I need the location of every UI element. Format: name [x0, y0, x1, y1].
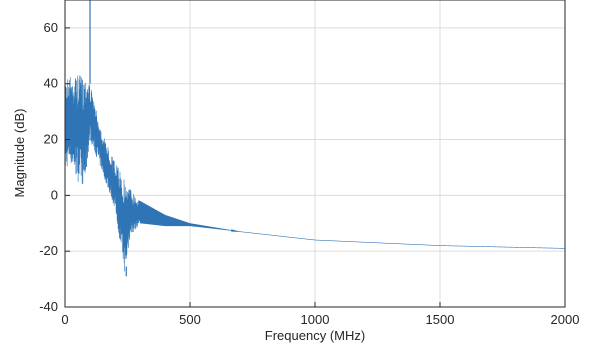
x-tick-label: 500: [179, 312, 201, 327]
x-tick-label: 0: [61, 312, 68, 327]
y-tick-labels: -40 -20 0 20 40 60: [39, 20, 58, 314]
x-tick-labels: 0 500 1000 1500 2000: [61, 312, 579, 327]
y-axis-label: Magnitude (dB): [12, 109, 27, 198]
x-tick-label: 1000: [301, 312, 330, 327]
x-tick-label: 1500: [426, 312, 455, 327]
y-tick-label: 20: [44, 132, 58, 147]
y-tick-label: -20: [39, 243, 58, 258]
y-tick-label: 0: [51, 187, 58, 202]
y-tick-label: 60: [44, 20, 58, 35]
y-tick-label: -40: [39, 299, 58, 314]
signal-series: [64, 0, 565, 277]
grid: [65, 0, 565, 307]
x-axis-label: Frequency (MHz): [265, 328, 365, 343]
signal-trace: [64, 75, 565, 272]
axis-ticks: [64, 27, 566, 308]
x-tick-label: 2000: [551, 312, 580, 327]
y-tick-label: 40: [44, 76, 58, 91]
